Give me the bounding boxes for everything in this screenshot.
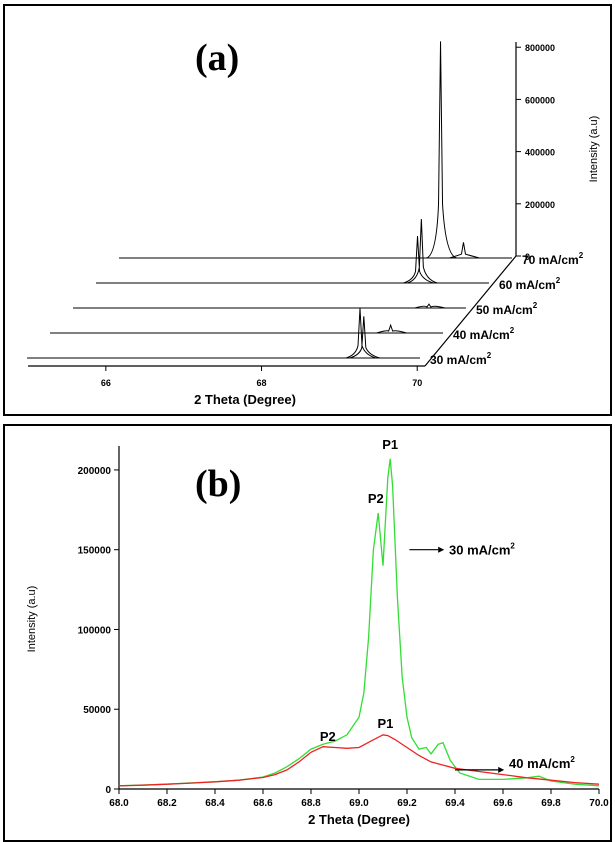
panel-a-waterfall bbox=[27, 41, 512, 359]
panel-b-y-ticks: 0 50000 100000 150000 200000 bbox=[78, 466, 119, 796]
panel-b-annotations: 30 mA/cm2 40 mA/cm2 bbox=[409, 542, 575, 773]
arrow-30-head bbox=[438, 546, 445, 553]
y-tick-label: 0 bbox=[105, 785, 111, 796]
y-tick-label: 200000 bbox=[78, 466, 112, 477]
series-label-30: 30 mA/cm2 bbox=[449, 542, 515, 558]
x-tick-label: 70 bbox=[412, 378, 422, 388]
y-tick-label: 600000 bbox=[525, 95, 555, 105]
panel-b-peak-labels: P1 P2 P1 P2 bbox=[320, 437, 398, 744]
series-label-40: 40 mA/cm2 bbox=[509, 755, 575, 771]
panel-a-depth-axis bbox=[424, 255, 517, 367]
x-tick-label: 70.0 bbox=[589, 798, 609, 809]
y-tick-label: 800000 bbox=[525, 43, 555, 53]
peak-label-p2: P2 bbox=[368, 491, 384, 506]
y-tick-label: 100000 bbox=[78, 625, 112, 636]
series-trace-2 bbox=[414, 303, 446, 309]
series-label-3: 60 mA/cm2 bbox=[499, 276, 561, 292]
series-line-40 bbox=[118, 734, 600, 787]
series-line-30 bbox=[118, 458, 600, 787]
panel-b-x-ticks: 68.0 68.2 68.4 68.6 68.8 69.0 69.2 69.4 69.6 69.8… bbox=[109, 789, 609, 809]
panel-a-x-ticks: 66 68 70 bbox=[101, 366, 422, 388]
x-tick-label: 69.8 bbox=[541, 798, 561, 809]
panel-b-letter: (b) bbox=[195, 463, 241, 505]
arrow-40-head bbox=[498, 766, 505, 773]
panel-b: (b) 0 50000 100000 150000 200000 68.0 68.2 68.… bbox=[3, 424, 612, 842]
peak-label-p1: P1 bbox=[382, 437, 398, 452]
x-tick-label: 68.4 bbox=[205, 798, 225, 809]
x-tick-label: 69.0 bbox=[349, 798, 369, 809]
y-tick-label: 150000 bbox=[78, 546, 112, 557]
y-tick-label: 50000 bbox=[83, 705, 111, 716]
y-tick-label: 200000 bbox=[525, 200, 555, 210]
series-label-2: 50 mA/cm2 bbox=[476, 301, 538, 317]
x-tick-label: 68.8 bbox=[301, 798, 321, 809]
x-tick-label: 66 bbox=[101, 378, 111, 388]
panel-a-y-ticks: 0 200000 400000 600000 800000 bbox=[516, 43, 555, 262]
x-tick-label: 68 bbox=[257, 378, 267, 388]
panel-a-series-labels: 30 mA/cm2 40 mA/cm2 50 mA/cm2 60 mA/cm2 70 m… bbox=[430, 251, 584, 367]
series-label-0: 30 mA/cm2 bbox=[430, 351, 492, 367]
panel-b-series bbox=[118, 458, 600, 787]
peak-label-p2: P2 bbox=[320, 729, 336, 744]
panel-a-letter: (a) bbox=[195, 37, 239, 79]
panel-a-plot: (a) 0 200000 400000 600000 800000 Intensity … bbox=[27, 37, 600, 407]
series-trace-3 bbox=[403, 219, 438, 284]
series-trace-4 bbox=[426, 41, 480, 259]
panel-b-y-title: Intensity (a.u) bbox=[26, 586, 38, 653]
peak-label-p1: P1 bbox=[377, 716, 393, 731]
x-tick-label: 68.0 bbox=[109, 798, 129, 809]
x-tick-label: 69.6 bbox=[493, 798, 513, 809]
panel-a-y-title: Intensity (a.u) bbox=[588, 116, 600, 183]
series-label-1: 40 mA/cm2 bbox=[453, 326, 515, 342]
y-tick-label: 400000 bbox=[525, 148, 555, 158]
x-tick-label: 69.4 bbox=[445, 798, 465, 809]
series-label-4: 70 mA/cm2 bbox=[522, 251, 584, 267]
x-tick-label: 69.2 bbox=[397, 798, 417, 809]
y-tick-label: 0 bbox=[525, 252, 530, 262]
panel-a: (a) 0 200000 400000 600000 800000 Intensity … bbox=[3, 4, 612, 416]
series-trace-1 bbox=[376, 323, 407, 334]
x-tick-label: 68.6 bbox=[253, 798, 273, 809]
x-tick-label: 68.2 bbox=[157, 798, 177, 809]
panel-a-x-title: 2 Theta (Degree) bbox=[194, 392, 296, 407]
panel-b-x-title: 2 Theta (Degree) bbox=[308, 812, 410, 827]
